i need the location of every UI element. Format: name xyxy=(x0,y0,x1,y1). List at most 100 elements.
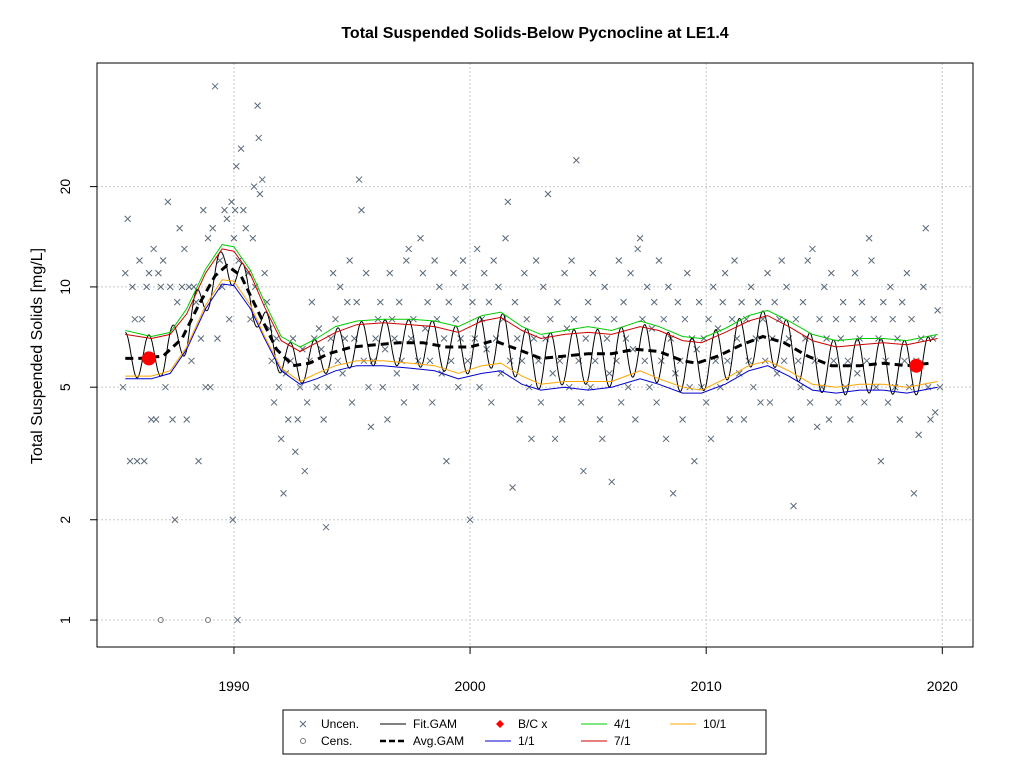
uncensored-point xyxy=(159,257,167,264)
uncensored-point xyxy=(466,516,474,524)
x-stroke xyxy=(549,370,557,377)
uncensored-point xyxy=(164,198,172,206)
x-stroke xyxy=(709,283,717,291)
uncensored-point xyxy=(931,409,939,416)
x-stroke xyxy=(827,269,835,277)
uncensored-point xyxy=(362,269,370,277)
x-stroke xyxy=(176,224,183,232)
x-stroke xyxy=(185,283,193,291)
uncensored-point xyxy=(695,298,703,306)
x-stroke xyxy=(497,370,505,377)
uncensored-point xyxy=(794,357,802,365)
x-stroke xyxy=(759,315,767,323)
uncensored-point xyxy=(662,435,670,443)
uncensored-point xyxy=(332,315,339,323)
uncensored-point xyxy=(454,383,462,391)
y-tick-label: 5 xyxy=(57,383,73,391)
x-stroke xyxy=(386,269,394,277)
uncensored-point xyxy=(570,315,578,323)
uncensored-point xyxy=(183,416,191,423)
uncensored-point xyxy=(537,399,545,406)
x-stroke xyxy=(445,298,453,306)
uncensored-point xyxy=(231,206,239,214)
fit-lines xyxy=(125,244,938,396)
legend-label: B/C x xyxy=(518,717,547,731)
x-stroke xyxy=(804,257,812,264)
uncensored-point xyxy=(169,416,176,423)
uncensored-point xyxy=(211,82,219,90)
uncensored-point xyxy=(294,416,302,423)
uncensored-point xyxy=(709,283,717,291)
x-stroke xyxy=(353,298,361,306)
x-stroke xyxy=(230,234,238,242)
uncensored-point xyxy=(195,457,202,465)
uncensored-point xyxy=(124,215,132,223)
x-stroke xyxy=(832,315,840,323)
x-stroke xyxy=(879,298,887,306)
x-stroke xyxy=(155,269,162,277)
x-stroke xyxy=(761,357,769,365)
x-stroke xyxy=(457,335,464,342)
x-stroke xyxy=(693,345,701,353)
x-stroke xyxy=(679,416,686,423)
x-stroke xyxy=(261,269,268,277)
uncensored-point xyxy=(204,234,212,242)
x-stroke xyxy=(894,335,901,342)
x-stroke xyxy=(653,399,660,406)
x-stroke xyxy=(778,257,786,264)
uncensored-point xyxy=(889,315,897,323)
bc-markers xyxy=(141,351,924,373)
x-stroke xyxy=(346,257,354,264)
uncensored-point xyxy=(558,416,566,423)
x-stroke xyxy=(400,399,408,406)
x-stroke xyxy=(325,383,332,391)
x-stroke xyxy=(381,345,389,353)
uncensored-point xyxy=(643,283,651,291)
uncensored-point xyxy=(804,257,812,264)
x-stroke xyxy=(539,283,547,291)
uncensored-point xyxy=(551,435,559,443)
uncensored-point xyxy=(750,383,757,391)
uncensored-point xyxy=(577,399,585,406)
uncensored-point xyxy=(376,298,384,306)
x-stroke xyxy=(169,416,176,423)
uncensored-point xyxy=(738,298,745,306)
x-stroke xyxy=(351,335,358,342)
x-tick-label: 2010 xyxy=(691,678,722,694)
x-stroke xyxy=(235,257,243,264)
x-stroke xyxy=(766,399,774,406)
x-stroke xyxy=(140,457,148,465)
uncensored-point xyxy=(250,183,258,190)
uncensored-point xyxy=(237,145,245,153)
x-stroke xyxy=(844,357,852,365)
x-stroke xyxy=(258,176,266,183)
legend-label: Fit.GAM xyxy=(413,717,457,731)
x-stroke xyxy=(121,269,129,277)
uncensored-point xyxy=(511,298,519,306)
x-stroke xyxy=(891,383,899,391)
x-stroke xyxy=(358,206,365,214)
x-stroke xyxy=(431,257,439,264)
uncensored-point xyxy=(705,315,712,323)
x-stroke xyxy=(542,335,549,342)
x-stroke xyxy=(624,383,632,391)
x-stroke xyxy=(868,257,875,264)
legend-item: 1/1 xyxy=(485,734,535,748)
uncensored-point xyxy=(506,357,514,365)
x-stroke xyxy=(594,315,601,323)
uncensored-point xyxy=(143,283,150,291)
uncensored-point xyxy=(188,357,195,365)
x-stroke xyxy=(249,234,257,242)
x-stroke xyxy=(291,448,299,456)
x-stroke xyxy=(308,298,316,306)
x-stroke xyxy=(572,156,580,164)
x-stroke xyxy=(280,490,287,497)
uncensored-point xyxy=(622,335,630,342)
y-axis-label: Total Suspended Solids [mg/L] xyxy=(29,248,46,464)
uncensored-point xyxy=(289,335,297,342)
legend-label: Cens. xyxy=(321,734,352,748)
x-stroke xyxy=(270,399,278,406)
x-stroke xyxy=(513,335,521,342)
x-stroke xyxy=(615,257,623,264)
uncensored-point xyxy=(443,457,450,465)
